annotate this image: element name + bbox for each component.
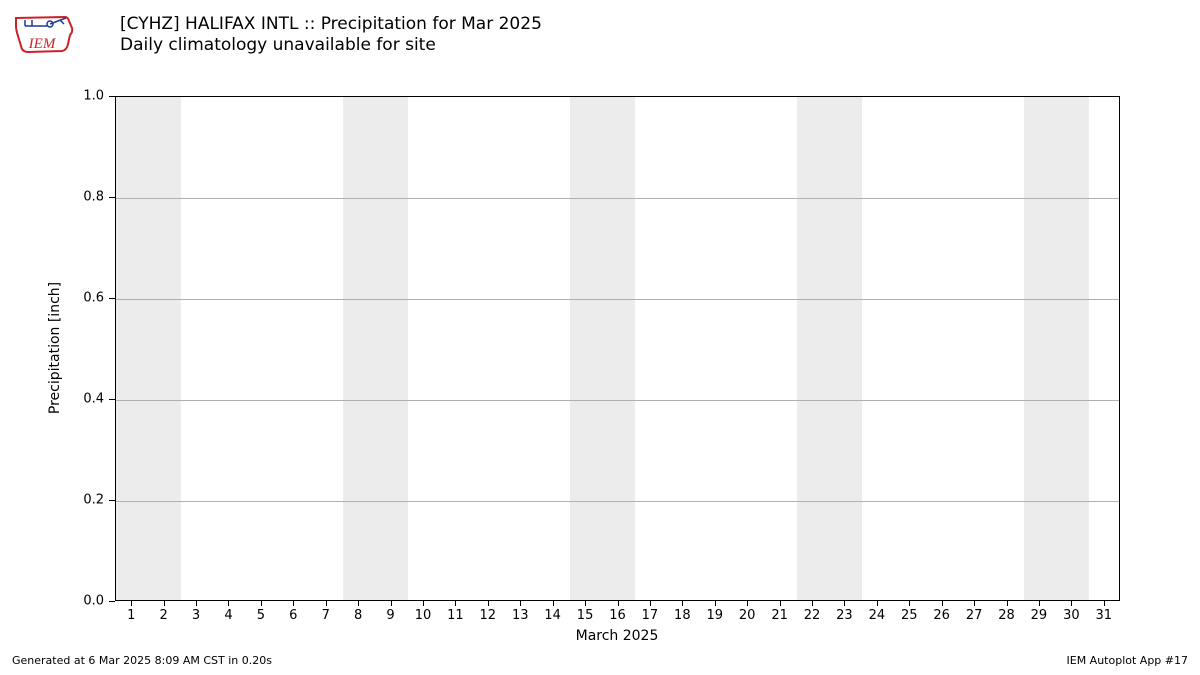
x-tick-label: 28 (998, 608, 1015, 623)
x-tick-label: 30 (1063, 608, 1080, 623)
x-axis-label: March 2025 (576, 628, 659, 644)
x-tick (650, 601, 651, 606)
plot-area (115, 96, 1120, 601)
x-tick (618, 601, 619, 606)
x-tick (812, 601, 813, 606)
x-tick-label: 17 (642, 608, 659, 623)
weekend-band (1024, 97, 1089, 600)
x-tick-label: 31 (1096, 608, 1113, 623)
x-tick (228, 601, 229, 606)
x-tick-label: 14 (544, 608, 561, 623)
gridline (116, 198, 1119, 199)
x-tick-label: 29 (1031, 608, 1048, 623)
y-tick-label: 0.0 (64, 594, 104, 609)
chart-title: [CYHZ] HALIFAX INTL :: Precipitation for… (120, 14, 542, 57)
x-tick (747, 601, 748, 606)
x-tick-label: 19 (706, 608, 723, 623)
x-tick (164, 601, 165, 606)
x-tick-label: 7 (322, 608, 330, 623)
x-tick (942, 601, 943, 606)
x-tick (423, 601, 424, 606)
x-tick (585, 601, 586, 606)
x-tick-label: 11 (447, 608, 464, 623)
y-tick-label: 1.0 (64, 89, 104, 104)
x-tick (196, 601, 197, 606)
x-tick (682, 601, 683, 606)
x-tick (1071, 601, 1072, 606)
x-tick-label: 3 (192, 608, 200, 623)
x-tick (358, 601, 359, 606)
y-tick-label: 0.4 (64, 392, 104, 407)
iem-logo: IEM (10, 8, 80, 58)
x-tick-label: 25 (901, 608, 918, 623)
y-tick-label: 0.8 (64, 190, 104, 205)
x-tick (131, 601, 132, 606)
weekend-band (797, 97, 862, 600)
gridline (116, 299, 1119, 300)
x-tick (844, 601, 845, 606)
x-tick (520, 601, 521, 606)
y-tick-label: 0.6 (64, 291, 104, 306)
x-tick (326, 601, 327, 606)
x-tick (261, 601, 262, 606)
gridline (116, 501, 1119, 502)
svg-text:IEM: IEM (28, 36, 57, 52)
x-tick-label: 18 (674, 608, 691, 623)
x-tick (974, 601, 975, 606)
x-tick (293, 601, 294, 606)
plot-area-wrap (115, 96, 1120, 601)
title-line-1: [CYHZ] HALIFAX INTL :: Precipitation for… (120, 14, 542, 35)
weekend-band (343, 97, 408, 600)
x-tick (715, 601, 716, 606)
x-tick (1104, 601, 1105, 606)
footer-generated: Generated at 6 Mar 2025 8:09 AM CST in 0… (12, 654, 272, 667)
x-tick-label: 1 (127, 608, 135, 623)
x-tick (488, 601, 489, 606)
title-line-2: Daily climatology unavailable for site (120, 35, 542, 56)
x-tick-label: 4 (224, 608, 232, 623)
y-tick (109, 601, 115, 602)
x-tick (455, 601, 456, 606)
y-axis-label: Precipitation [inch] (47, 282, 63, 414)
x-tick-label: 5 (257, 608, 265, 623)
x-tick (1007, 601, 1008, 606)
x-tick-label: 24 (869, 608, 886, 623)
x-tick-label: 9 (386, 608, 394, 623)
y-tick (109, 399, 115, 400)
x-tick (909, 601, 910, 606)
y-tick (109, 500, 115, 501)
weekend-band (570, 97, 635, 600)
x-tick-label: 21 (771, 608, 788, 623)
x-tick-label: 15 (577, 608, 594, 623)
x-tick (877, 601, 878, 606)
x-tick (391, 601, 392, 606)
y-tick (109, 96, 115, 97)
x-tick-label: 13 (512, 608, 529, 623)
x-tick-label: 8 (354, 608, 362, 623)
y-tick-label: 0.2 (64, 493, 104, 508)
x-tick-label: 2 (159, 608, 167, 623)
x-tick-label: 6 (289, 608, 297, 623)
x-tick-label: 22 (804, 608, 821, 623)
x-tick-label: 27 (966, 608, 983, 623)
y-tick (109, 197, 115, 198)
x-tick-label: 26 (933, 608, 950, 623)
x-tick-label: 20 (739, 608, 756, 623)
x-tick (1039, 601, 1040, 606)
x-tick (780, 601, 781, 606)
x-tick-label: 10 (415, 608, 432, 623)
x-tick (553, 601, 554, 606)
y-tick (109, 298, 115, 299)
x-tick-label: 16 (609, 608, 626, 623)
gridline (116, 400, 1119, 401)
weekend-band (116, 97, 181, 600)
x-tick-label: 12 (480, 608, 497, 623)
x-tick-label: 23 (836, 608, 853, 623)
footer-app: IEM Autoplot App #17 (1067, 654, 1189, 667)
